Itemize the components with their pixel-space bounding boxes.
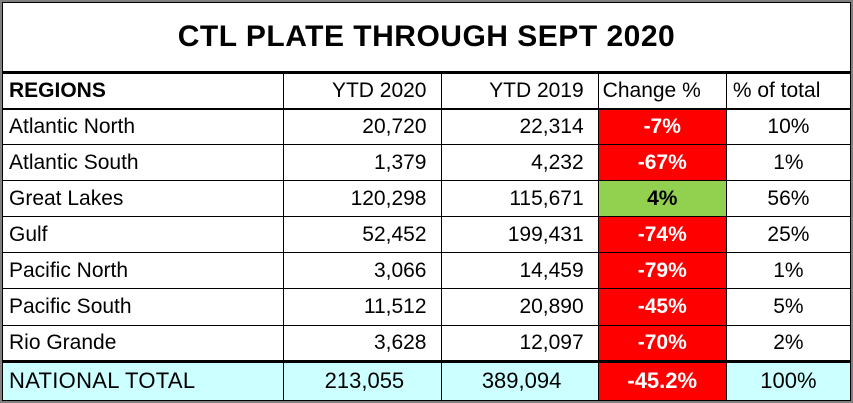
ytd2019-cell: 14,459 xyxy=(440,252,599,290)
pct-total-cell: 5% xyxy=(725,288,852,326)
total-ytd2020-cell: 213,055 xyxy=(283,359,442,402)
table-row: Great Lakes 120,298 115,671 4% 56% xyxy=(1,180,852,218)
header-ytd2020: YTD 2020 xyxy=(283,71,442,110)
ytd2020-cell: 11,512 xyxy=(283,288,442,326)
region-cell: Atlantic South xyxy=(1,144,285,182)
change-cell: 4% xyxy=(597,180,727,218)
region-cell: Great Lakes xyxy=(1,180,285,218)
total-pct-cell: 100% xyxy=(725,359,852,402)
total-change-cell: -45.2% xyxy=(597,359,727,402)
pct-total-cell: 56% xyxy=(725,180,852,218)
header-row: REGIONS YTD 2020 YTD 2019 Change % % of … xyxy=(1,71,852,110)
change-cell: -74% xyxy=(597,216,727,254)
table-row: Pacific South 11,512 20,890 -45% 5% xyxy=(1,288,852,326)
region-cell: Pacific South xyxy=(1,288,285,326)
total-label: NATIONAL TOTAL xyxy=(1,359,285,402)
change-cell: -45% xyxy=(597,288,727,326)
national-total-row: NATIONAL TOTAL 213,055 389,094 -45.2% 10… xyxy=(1,359,852,402)
pct-total-cell: 25% xyxy=(725,216,852,254)
ytd2020-cell: 3,066 xyxy=(283,252,442,290)
ytd2019-cell: 20,890 xyxy=(440,288,599,326)
ytd2020-cell: 52,452 xyxy=(283,216,442,254)
ytd2019-cell: 115,671 xyxy=(440,180,599,218)
region-cell: Gulf xyxy=(1,216,285,254)
ytd2019-cell: 22,314 xyxy=(440,108,599,146)
header-ytd2019: YTD 2019 xyxy=(440,71,599,110)
ytd2020-cell: 20,720 xyxy=(283,108,442,146)
ytd2019-cell: 4,232 xyxy=(440,144,599,182)
table-row: Atlantic South 1,379 4,232 -67% 1% xyxy=(1,144,852,182)
table-row: Pacific North 3,066 14,459 -79% 1% xyxy=(1,252,852,290)
ytd2020-cell: 3,628 xyxy=(283,324,442,362)
ytd2019-cell: 199,431 xyxy=(440,216,599,254)
pct-total-cell: 2% xyxy=(725,324,852,362)
table-row: Rio Grande 3,628 12,097 -70% 2% xyxy=(1,324,852,362)
title-row: CTL PLATE THROUGH SEPT 2020 xyxy=(2,2,851,74)
ytd2020-cell: 1,379 xyxy=(283,144,442,182)
page-title: CTL PLATE THROUGH SEPT 2020 xyxy=(2,2,851,74)
change-cell: -7% xyxy=(597,108,727,146)
region-cell: Pacific North xyxy=(1,252,285,290)
header-change: Change % xyxy=(597,71,727,110)
change-cell: -67% xyxy=(597,144,727,182)
ytd2019-cell: 12,097 xyxy=(440,324,599,362)
total-ytd2019-cell: 389,094 xyxy=(440,359,599,402)
region-cell: Atlantic North xyxy=(1,108,285,146)
region-cell: Rio Grande xyxy=(1,324,285,362)
pct-total-cell: 1% xyxy=(725,252,852,290)
table-row: Atlantic North 20,720 22,314 -7% 10% xyxy=(1,108,852,146)
change-cell: -70% xyxy=(597,324,727,362)
header-regions: REGIONS xyxy=(1,71,285,110)
header-pct-total: % of total xyxy=(725,71,852,110)
table-row: Gulf 52,452 199,431 -74% 25% xyxy=(1,216,852,254)
pct-total-cell: 1% xyxy=(725,144,852,182)
ytd2020-cell: 120,298 xyxy=(283,180,442,218)
change-cell: -79% xyxy=(597,252,727,290)
pct-total-cell: 10% xyxy=(725,108,852,146)
